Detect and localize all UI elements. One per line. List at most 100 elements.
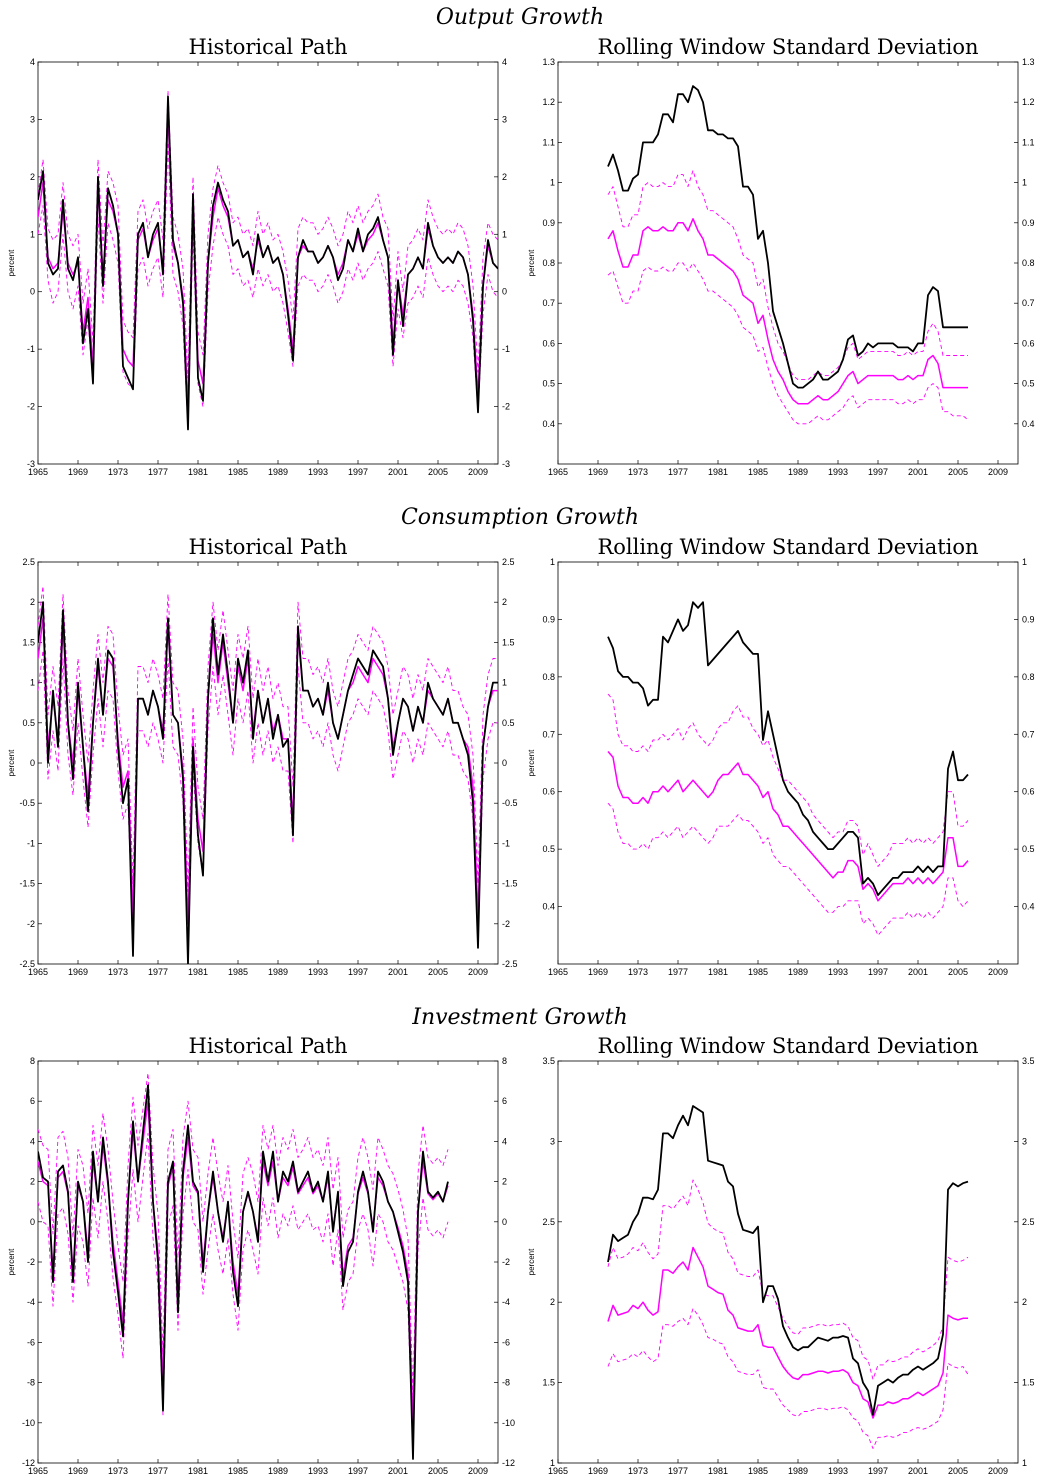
series-line-model (607, 1246, 968, 1419)
y-tick-label-left: 1.5 (542, 1378, 555, 1388)
series-line-upper-band (38, 1072, 449, 1396)
y-axis-label: percent (7, 249, 16, 276)
x-tick-label: 1989 (788, 967, 808, 977)
x-tick-label: 1973 (628, 967, 648, 977)
y-tick-label-right: -8 (502, 1378, 510, 1388)
x-tick-label: 1989 (268, 467, 288, 477)
x-tick-label: 2001 (388, 1466, 408, 1476)
y-tick-label-right: 0.8 (1022, 672, 1035, 682)
x-tick-label: 1965 (28, 467, 48, 477)
x-tick-label: 1997 (868, 1466, 888, 1476)
y-tick-label-left: 0.7 (542, 298, 555, 308)
y-tick-label-left: 2.5 (542, 1217, 555, 1227)
panel-title: Rolling Window Standard Deviation (597, 1034, 978, 1058)
series-line-upper-band (607, 693, 969, 867)
x-tick-label: 1989 (268, 967, 288, 977)
y-tick-label-left: 0.8 (542, 672, 555, 682)
y-tick-label-left: -2 (27, 402, 35, 412)
x-tick-label: 1985 (228, 467, 248, 477)
y-tick-label-left: -8 (27, 1378, 35, 1388)
y-tick-label-right: 1.2 (1022, 97, 1035, 107)
x-tick-label: 1997 (348, 467, 368, 477)
x-tick-label: 2001 (908, 1466, 928, 1476)
x-tick-label: 1989 (788, 1466, 808, 1476)
x-tick-label: 2009 (468, 967, 488, 977)
y-tick-label-left: 0.5 (22, 718, 35, 728)
y-tick-label-right: 2 (1022, 1297, 1027, 1307)
x-tick-label: 1993 (828, 1466, 848, 1476)
y-tick-label-right: 3 (502, 114, 507, 124)
x-tick-label: 2001 (908, 967, 928, 977)
y-tick-label-right: 0 (502, 758, 507, 768)
y-tick-label-left: 8 (30, 1056, 35, 1066)
y-tick-label-left: 4 (30, 57, 35, 67)
y-tick-label-left: 0.4 (542, 902, 555, 912)
x-tick-label: 1969 (588, 967, 608, 977)
y-tick-label-left: -4 (27, 1297, 35, 1307)
y-tick-label-left: 2 (550, 1297, 555, 1307)
series-line-actual (607, 85, 968, 389)
x-tick-label: 2001 (388, 967, 408, 977)
y-tick-label-left: 0.8 (542, 258, 555, 268)
panel-output-historical: Historical Path percent 1965 1969 1973 1977 1… (7, 35, 510, 477)
y-tick-label-left: 0.6 (542, 338, 555, 348)
y-tick-label-right: 0.4 (1022, 902, 1035, 912)
panel-output-rolling: Rolling Window Standard Deviation percen… (527, 35, 1035, 477)
y-tick-label-left: 1.2 (542, 97, 555, 107)
y-tick-label-left: -2 (27, 1257, 35, 1267)
panel-consumption-historical: Historical Path percent 1965 1969 1973 1977 1… (7, 535, 518, 977)
x-tick-label: 1985 (748, 467, 768, 477)
plot-frame (557, 61, 1019, 465)
y-tick-label-right: -3 (502, 459, 510, 469)
plot-frame (37, 1060, 499, 1464)
plot-frame (557, 1060, 1019, 1464)
x-tick-label: 1985 (748, 1466, 768, 1476)
y-axis-label: percent (527, 1248, 536, 1275)
row-title-consumption: Consumption Growth (401, 505, 639, 530)
y-tick-label-left: 1 (550, 1458, 555, 1468)
y-tick-label-left: 2 (30, 172, 35, 182)
x-tick-label: 2009 (988, 967, 1008, 977)
x-tick-label: 2001 (388, 467, 408, 477)
x-tick-label: 1969 (68, 467, 88, 477)
y-tick-label-left: 0.7 (542, 729, 555, 739)
series-line-lower-band (38, 649, 498, 949)
y-tick-label-right: -2.5 (502, 959, 518, 969)
y-tick-label-right: -1 (502, 838, 510, 848)
y-tick-label-left: 3 (30, 114, 35, 124)
y-tick-label-right: -2 (502, 1257, 510, 1267)
y-tick-label-right: 8 (502, 1056, 507, 1066)
row-title-output: Output Growth (436, 5, 604, 30)
y-tick-label-left: -2 (27, 919, 35, 929)
x-tick-label: 1969 (588, 1466, 608, 1476)
y-axis-label: percent (527, 749, 536, 776)
y-tick-label-right: 1.1 (1022, 137, 1035, 147)
y-tick-label-right: 4 (502, 1136, 507, 1146)
y-tick-label-left: -1 (27, 344, 35, 354)
y-axis-label: percent (527, 249, 536, 276)
y-tick-label-left: 6 (30, 1096, 35, 1106)
y-tick-label-right: 0.8 (1022, 258, 1035, 268)
y-tick-label-left: 1.5 (22, 637, 35, 647)
plot-frame (37, 61, 499, 465)
series-line-upper-band (607, 1179, 969, 1380)
series-line-actual (38, 601, 498, 964)
y-tick-label-right: 1 (1022, 178, 1027, 188)
x-tick-label: 1973 (108, 467, 128, 477)
y-tick-label-right: -4 (502, 1297, 510, 1307)
series-group (607, 1105, 969, 1449)
panel-investment-historical: Historical Path percent 1965 1969 1973 1977 1… (7, 1034, 515, 1476)
series-line-model (607, 218, 968, 405)
x-tick-label: 1997 (348, 967, 368, 977)
y-tick-label-right: 4 (502, 57, 507, 67)
x-tick-label: 1977 (148, 1466, 168, 1476)
x-tick-label: 1985 (228, 1466, 248, 1476)
y-tick-label-left: 1 (30, 229, 35, 239)
y-tick-label-left: 0.5 (542, 379, 555, 389)
y-tick-label-right: -1 (502, 344, 510, 354)
y-tick-label-left: 2 (30, 597, 35, 607)
x-tick-label: 1977 (668, 1466, 688, 1476)
x-tick-label: 1985 (228, 967, 248, 977)
y-tick-label-right: 0.9 (1022, 218, 1035, 228)
y-tick-label-right: 0.4 (1022, 419, 1035, 429)
